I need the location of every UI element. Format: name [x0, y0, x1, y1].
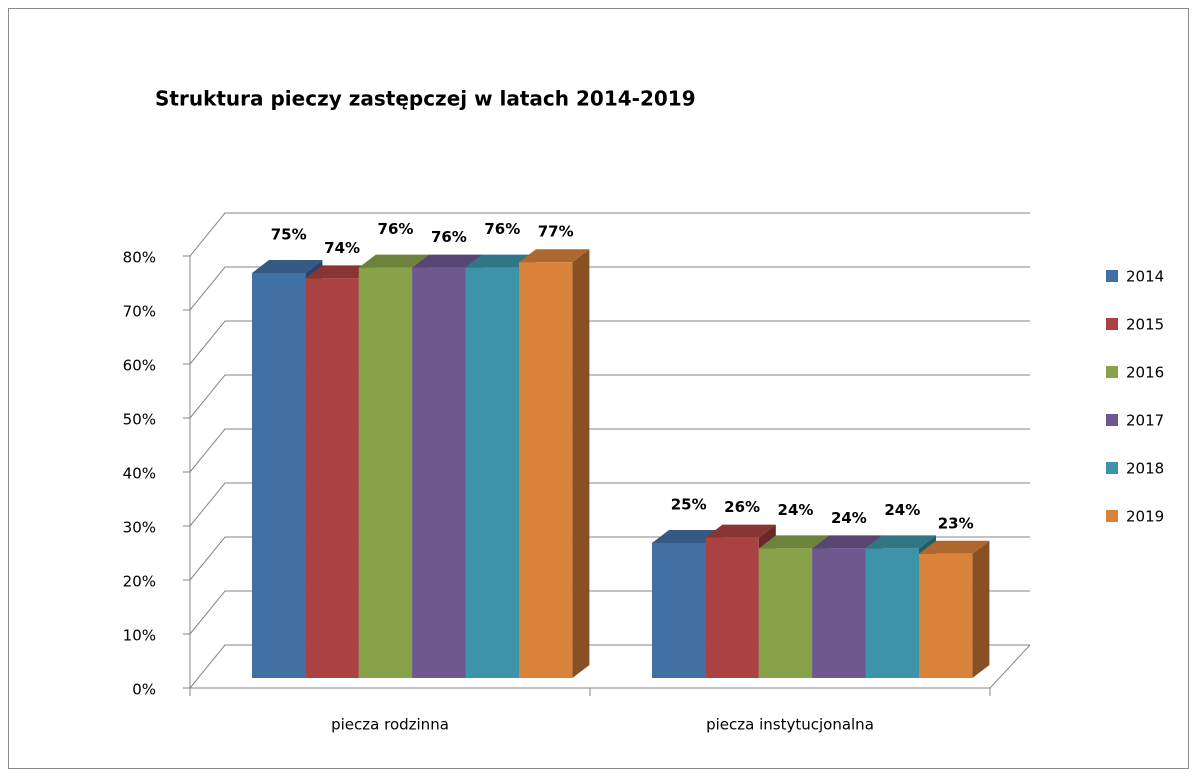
y-tick-label: 60%	[123, 357, 156, 375]
legend-label: 2014	[1126, 268, 1164, 286]
data-label: 76%	[378, 220, 414, 238]
bar-top	[519, 249, 590, 263]
x-tick-label: piecza instytucjonalna	[706, 716, 874, 734]
chart-title: Struktura pieczy zastępczej w latach 201…	[155, 87, 696, 111]
data-label: 23%	[938, 514, 974, 532]
bar-side	[572, 249, 590, 678]
bar	[305, 278, 359, 678]
bar	[812, 548, 866, 678]
data-label: 75%	[271, 226, 307, 244]
grid-line	[189, 374, 1030, 419]
y-tick-label: 20%	[123, 573, 156, 591]
legend-label: 2016	[1126, 364, 1164, 382]
data-label: 26%	[724, 498, 760, 516]
bar	[919, 553, 973, 678]
data-label: 24%	[778, 501, 814, 519]
legend-label: 2015	[1126, 316, 1164, 334]
bar	[865, 548, 919, 678]
y-tick-label: 30%	[123, 519, 156, 537]
bar-top	[919, 540, 990, 554]
bar-top	[465, 254, 536, 268]
data-label: 76%	[484, 220, 520, 238]
legend-swatch	[1106, 318, 1118, 330]
y-tick-label: 10%	[123, 627, 156, 645]
legend-swatch	[1106, 270, 1118, 282]
y-tick-label: 70%	[123, 303, 156, 321]
bar-top	[358, 254, 430, 268]
legend-label: 2017	[1126, 412, 1164, 430]
chart-border	[8, 8, 1189, 769]
data-label: 24%	[884, 501, 920, 519]
data-label: 74%	[324, 239, 360, 257]
grid-line	[189, 320, 1030, 365]
bar	[758, 548, 813, 678]
bar-top	[812, 535, 883, 549]
bar-top	[758, 535, 830, 549]
bar	[519, 262, 573, 678]
grid-line	[189, 428, 1030, 473]
legend-label: 2019	[1126, 508, 1164, 526]
data-label: 76%	[431, 228, 467, 246]
x-tick-label: piecza rodzinna	[331, 716, 449, 734]
bar	[705, 537, 759, 678]
bar	[358, 267, 413, 678]
data-label: 77%	[538, 223, 574, 241]
bar-top	[705, 524, 776, 538]
legend-label: 2018	[1126, 460, 1164, 478]
grid-line	[189, 266, 1030, 311]
y-tick-label: 80%	[123, 249, 156, 267]
bar-top	[652, 530, 723, 543]
bar-top	[412, 254, 483, 268]
y-tick-label: 40%	[123, 465, 156, 483]
legend-swatch	[1106, 366, 1118, 378]
y-tick-label: 0%	[132, 681, 156, 699]
bar	[252, 273, 306, 678]
bar-top	[305, 265, 376, 279]
legend-swatch	[1106, 462, 1118, 474]
grid-line	[189, 482, 1030, 527]
legend-swatch	[1106, 510, 1118, 522]
bar	[652, 543, 706, 678]
bar-side	[972, 540, 990, 678]
bar-top	[865, 535, 936, 549]
y-tick-label: 50%	[123, 411, 156, 429]
bar	[412, 267, 466, 678]
grid-line	[189, 212, 1030, 257]
legend-swatch	[1106, 414, 1118, 426]
bar	[465, 267, 519, 678]
bar-top	[252, 260, 323, 273]
data-label: 24%	[831, 509, 867, 527]
data-label: 25%	[671, 496, 707, 514]
